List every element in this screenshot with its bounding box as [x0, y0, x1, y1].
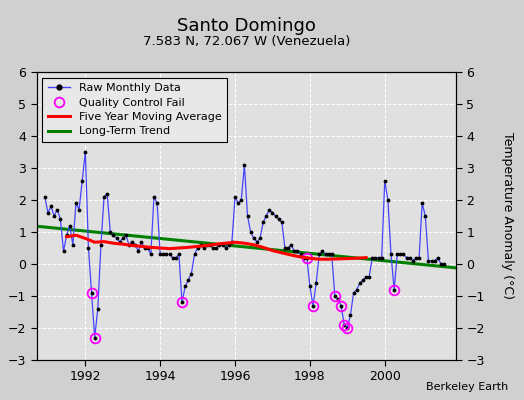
Text: 7.583 N, 72.067 W (Venezuela): 7.583 N, 72.067 W (Venezuela) [143, 36, 350, 48]
Y-axis label: Temperature Anomaly (°C): Temperature Anomaly (°C) [501, 132, 515, 300]
Text: Santo Domingo: Santo Domingo [177, 17, 316, 35]
Text: Berkeley Earth: Berkeley Earth [426, 382, 508, 392]
Legend: Raw Monthly Data, Quality Control Fail, Five Year Moving Average, Long-Term Tren: Raw Monthly Data, Quality Control Fail, … [42, 78, 227, 142]
